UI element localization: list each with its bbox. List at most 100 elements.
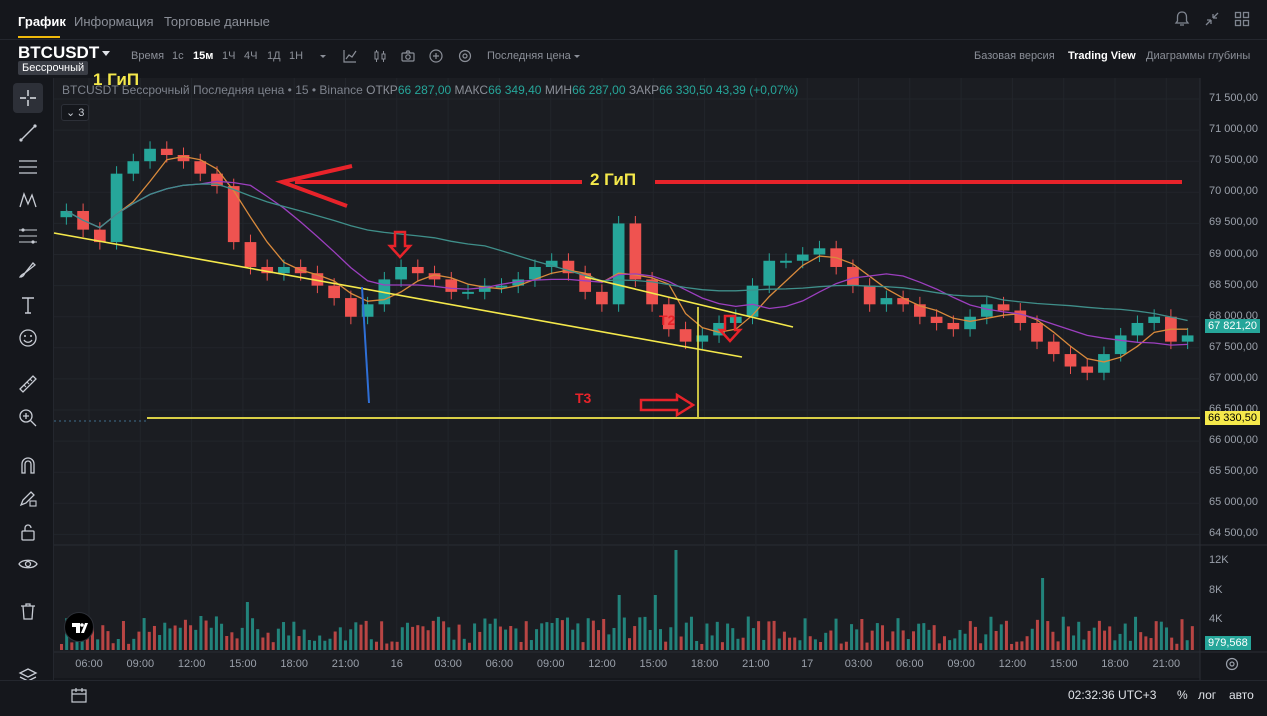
volume-bar [1010,643,1014,650]
trendline-tool[interactable] [13,118,43,148]
volume-bar [364,620,368,650]
view-tradingview[interactable]: Trading View [1068,50,1136,62]
candle-body [529,266,541,280]
volume-bar [886,641,890,650]
add-icon[interactable] [428,48,444,64]
emoji-tool[interactable] [13,323,43,353]
volume-bar [715,621,719,650]
volume-bar [891,631,895,650]
legend-high-label: МАКС [454,83,489,97]
volume-bar [1118,633,1122,650]
magnet-tool[interactable] [13,450,43,480]
candle-body [1181,335,1194,342]
chevron-down-icon: ⌄ [66,107,76,119]
grid-layout-icon[interactable] [1233,10,1251,28]
clock: 02:32:36 UTC+3 [1068,688,1157,702]
crosshair-tool[interactable] [13,83,43,113]
volume-bar [767,621,771,650]
volume-bar [710,635,714,650]
brush-tool[interactable] [13,255,43,285]
volume-bar [297,636,301,650]
delete-tool[interactable] [13,596,43,626]
time-tick: 03:00 [844,658,873,670]
volume-bar [855,629,859,650]
candle-type-icon[interactable] [372,48,388,64]
camera-icon[interactable] [400,48,416,64]
volume-bar [736,638,740,650]
candle-body [1131,322,1144,336]
candle-body [328,285,340,299]
chevron-down-icon[interactable] [102,51,110,56]
price-type-select[interactable]: Последняя цена [487,50,571,62]
right-arrow [639,392,696,418]
zoom-tool[interactable] [13,403,43,433]
volume-bar [359,624,363,650]
volume-bar [225,636,229,650]
volume-bar [695,641,699,650]
bell-icon[interactable] [1173,10,1191,28]
tab-trading-data[interactable]: Торговые данные [164,14,270,29]
pattern-tool[interactable] [13,185,43,215]
settings-gear-icon[interactable] [1224,656,1240,672]
volume-bar [478,631,482,650]
horizontal-lines-icon [19,160,37,174]
horizontal-lines-tool[interactable] [13,152,43,182]
interval-1h[interactable]: 1Ч [222,50,236,62]
indicators-icon[interactable] [342,48,358,64]
candle-body [345,298,357,317]
volume-bar [220,623,224,650]
interval-15m[interactable]: 15м [193,50,214,62]
lock-drawing-tool[interactable] [13,483,43,513]
time-tick: 15:00 [1049,658,1078,670]
volume-bar [757,621,761,650]
chevron-down-icon[interactable] [315,48,331,64]
volume-bars [60,550,1194,650]
visibility-tool[interactable] [13,549,43,579]
percent-toggle[interactable]: % [1177,688,1188,702]
text-tool[interactable] [13,290,43,320]
view-depth[interactable]: Диаграммы глубины [1146,50,1251,62]
volume-bar [152,625,156,650]
volume-bar [1097,620,1101,650]
volume-bar [405,622,409,650]
volume-bar [328,638,332,650]
candle-body [144,148,156,162]
ruler-tool[interactable] [13,369,43,399]
volume-bar [973,626,977,650]
price-tick: 69 000,00 [1209,247,1258,260]
volume-bar [679,636,683,650]
tab-info[interactable]: Информация [74,14,154,29]
collapse-icon[interactable] [1203,10,1221,28]
view-basic[interactable]: Базовая версия [974,50,1055,62]
symbol-selector[interactable]: BTCUSDT [18,43,100,62]
auto-toggle[interactable]: авто [1229,688,1254,702]
settings-icon[interactable] [457,48,473,64]
price-tick: 70 000,00 [1209,185,1258,198]
time-tick: 06:00 [485,658,514,670]
brush-icon [18,262,36,278]
volume-bar [106,631,110,650]
volume-bar [720,642,724,650]
interval-4h[interactable]: 4Ч [244,50,258,62]
candle-body [462,291,474,294]
volume-bar [1061,616,1065,650]
trendline-icon [19,124,37,142]
volume-bar [158,634,162,650]
volume-bar [751,628,755,650]
candle-body [1047,341,1060,355]
time-tick: 17 [801,658,814,670]
volume-bar [142,618,146,650]
log-toggle[interactable]: лог [1198,688,1217,702]
chevron-down-icon[interactable] [569,48,585,64]
fib-tool[interactable] [13,221,43,251]
interval-1s[interactable]: 1с [172,50,184,62]
indicators-toggle[interactable]: ⌄ 3 [61,104,89,121]
interval-1w[interactable]: 1Н [289,50,304,62]
unlock-tool[interactable] [13,517,43,547]
tab-chart[interactable]: График [18,14,66,29]
calendar-icon[interactable] [70,686,88,704]
interval-1d[interactable]: 1Д [267,50,281,62]
candle-body [311,273,324,286]
volume-bar [1128,640,1132,650]
